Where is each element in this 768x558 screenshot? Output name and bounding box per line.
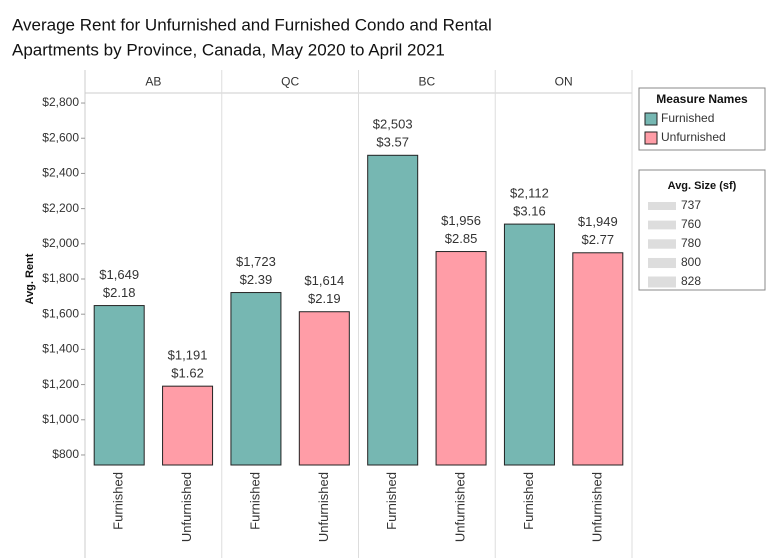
y-tick-label: $2,200 bbox=[42, 201, 79, 215]
y-tick-label: $1,800 bbox=[42, 271, 79, 285]
value-label: $1,614 bbox=[304, 273, 344, 288]
y-tick-label: $2,600 bbox=[42, 130, 79, 144]
size-swatch bbox=[648, 239, 676, 249]
x-tick-label: Furnished bbox=[384, 472, 399, 530]
x-tick-label: Unfurnished bbox=[453, 472, 468, 542]
legend-swatch bbox=[644, 112, 658, 126]
per-sf-label: $2.77 bbox=[582, 232, 615, 247]
bar bbox=[367, 154, 419, 466]
chart-title: Average Rent for Unfurnished and Furnish… bbox=[12, 15, 492, 34]
size-label: 780 bbox=[681, 236, 701, 250]
size-swatch bbox=[648, 276, 676, 288]
bar bbox=[93, 305, 145, 466]
size-label: 828 bbox=[681, 274, 701, 288]
size-legend-box bbox=[638, 169, 766, 291]
legend-box bbox=[638, 87, 766, 151]
per-sf-label: $2.18 bbox=[103, 285, 136, 300]
bar bbox=[435, 251, 487, 466]
per-sf-label: $2.39 bbox=[240, 272, 273, 287]
legend-label: Unfurnished bbox=[661, 130, 726, 144]
legend-swatch bbox=[644, 131, 658, 145]
size-label: 737 bbox=[681, 198, 701, 212]
bar bbox=[298, 311, 350, 466]
y-tick-label: $2,800 bbox=[42, 95, 79, 109]
per-sf-label: $3.57 bbox=[376, 135, 409, 150]
panel-header: QC bbox=[281, 75, 299, 89]
y-axis-label: Avg. Rent bbox=[24, 253, 36, 304]
y-tick-label: $800 bbox=[52, 447, 79, 461]
bar bbox=[230, 292, 282, 466]
size-label: 760 bbox=[681, 217, 701, 231]
per-sf-label: $1.62 bbox=[171, 366, 204, 381]
legend-label: Furnished bbox=[661, 111, 714, 125]
x-tick-label: Furnished bbox=[521, 472, 536, 530]
bar bbox=[503, 223, 555, 466]
panel-header: ON bbox=[555, 75, 573, 89]
panel-header: BC bbox=[419, 75, 436, 89]
x-tick-label: Furnished bbox=[111, 472, 126, 530]
value-label: $1,191 bbox=[168, 348, 208, 363]
size-swatch bbox=[648, 257, 676, 269]
value-label: $1,949 bbox=[578, 214, 618, 229]
value-label: $1,956 bbox=[441, 213, 481, 228]
size-swatch bbox=[648, 202, 676, 210]
x-tick-label: Furnished bbox=[247, 472, 262, 530]
chart-subtitle: Apartments by Province, Canada, May 2020… bbox=[12, 40, 445, 59]
y-tick-label: $1,600 bbox=[42, 306, 79, 320]
y-tick-label: $1,200 bbox=[42, 377, 79, 391]
bar bbox=[572, 252, 624, 466]
size-legend-title: Avg. Size (sf) bbox=[668, 180, 737, 192]
y-tick-label: $2,400 bbox=[42, 166, 79, 180]
y-tick-label: $1,000 bbox=[42, 412, 79, 426]
y-tick-label: $2,000 bbox=[42, 236, 79, 250]
value-label: $2,503 bbox=[373, 117, 413, 132]
per-sf-label: $3.16 bbox=[513, 204, 546, 219]
size-label: 800 bbox=[681, 255, 701, 269]
per-sf-label: $2.19 bbox=[308, 291, 341, 306]
x-tick-label: Unfurnished bbox=[316, 472, 331, 542]
x-tick-label: Unfurnished bbox=[589, 472, 604, 542]
value-label: $1,723 bbox=[236, 254, 276, 269]
value-label: $1,649 bbox=[99, 267, 139, 282]
y-tick-label: $1,400 bbox=[42, 342, 79, 356]
x-tick-label: Unfurnished bbox=[179, 472, 194, 542]
per-sf-label: $2.85 bbox=[445, 231, 478, 246]
size-swatch bbox=[648, 220, 676, 230]
panel-header: AB bbox=[145, 75, 161, 89]
legend-title: Measure Names bbox=[656, 92, 748, 106]
bar bbox=[162, 385, 214, 466]
value-label: $2,112 bbox=[510, 186, 549, 201]
